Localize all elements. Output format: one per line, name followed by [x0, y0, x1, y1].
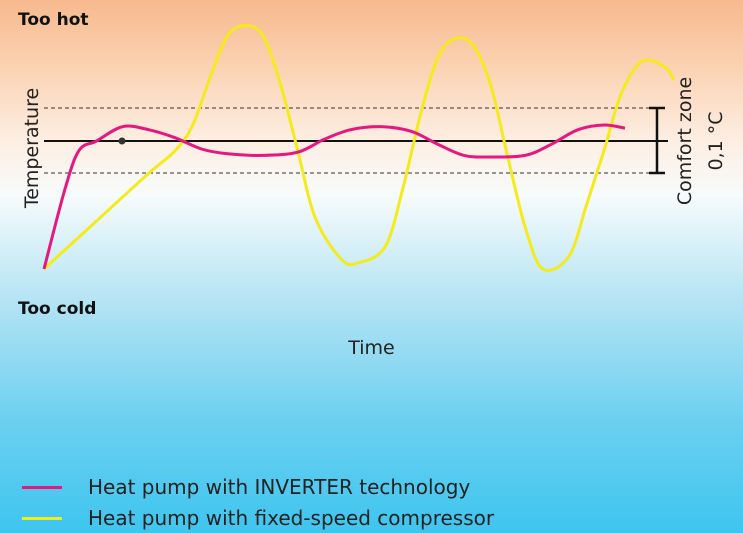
crossing-marker — [118, 137, 126, 145]
legend-item-inverter: Heat pump with INVERTER technology — [22, 475, 470, 499]
legend-label-inverter: Heat pump with INVERTER technology — [88, 475, 471, 499]
y-axis-label: Temperature — [21, 88, 43, 209]
legend-swatch-inverter — [22, 485, 62, 489]
legend-label-fixed-speed: Heat pump with fixed-speed compressor — [88, 506, 495, 530]
legend-swatch-fixed-speed — [22, 516, 62, 520]
series-line-fixed-speed — [42, 24, 676, 273]
series-line-inverter — [42, 123, 626, 270]
too-cold-label: Too cold — [18, 299, 97, 319]
comfort-zone-bracket — [649, 106, 665, 175]
x-axis-label: Time — [348, 337, 395, 359]
comfort-zone-label: Comfort zone — [674, 77, 696, 205]
legend-item-fixed-speed: Heat pump with fixed-speed compressor — [22, 506, 494, 530]
tolerance-label: 0,1 °C — [705, 111, 727, 170]
too-hot-label: Too hot — [18, 10, 89, 30]
